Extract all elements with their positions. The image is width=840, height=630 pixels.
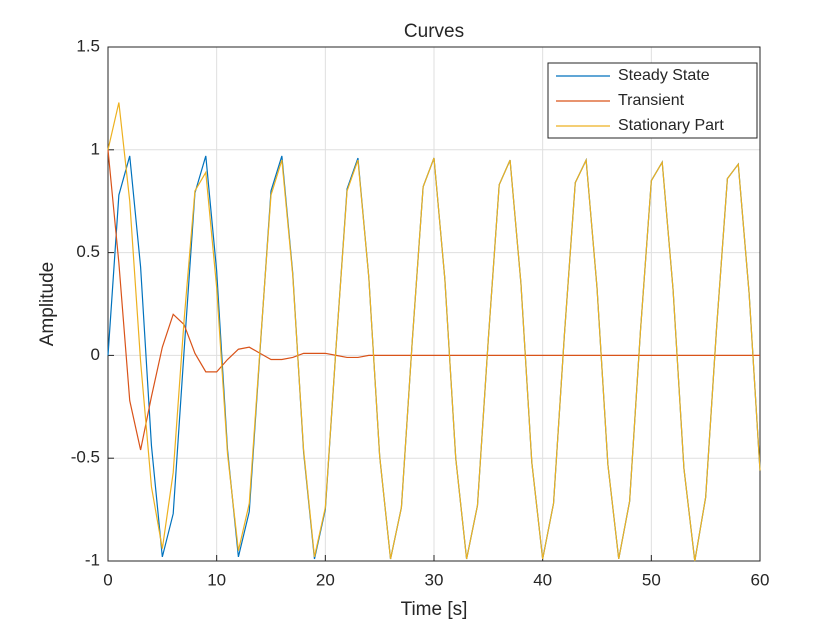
x-axis-label: Time [s] xyxy=(401,599,468,620)
legend-label: Stationary Part xyxy=(618,117,724,134)
y-tick-label: 0.5 xyxy=(76,242,100,261)
x-tick-label: 20 xyxy=(316,570,335,589)
y-tick-label: 1 xyxy=(91,139,100,158)
y-tick-label: 1.5 xyxy=(76,36,100,55)
legend-label: Transient xyxy=(618,92,685,109)
y-tick-label: -0.5 xyxy=(71,448,100,467)
x-tick-label: 50 xyxy=(642,570,661,589)
y-axis-label: Amplitude xyxy=(37,262,58,347)
chart-title: Curves xyxy=(404,21,464,42)
axes-box xyxy=(107,46,761,562)
x-tick-label: 10 xyxy=(207,570,226,589)
x-tick-label: 30 xyxy=(425,570,444,589)
x-tick-label: 0 xyxy=(103,570,112,589)
y-tick-label: 0 xyxy=(91,345,100,364)
x-tick-label: 60 xyxy=(751,570,770,589)
x-tick-label: 40 xyxy=(533,570,552,589)
y-tick-label: -1 xyxy=(85,550,100,569)
legend: Steady State Transient Stationary Part xyxy=(547,62,758,139)
legend-label: Steady State xyxy=(618,67,710,84)
series-line xyxy=(107,102,761,562)
series-line xyxy=(107,149,760,451)
